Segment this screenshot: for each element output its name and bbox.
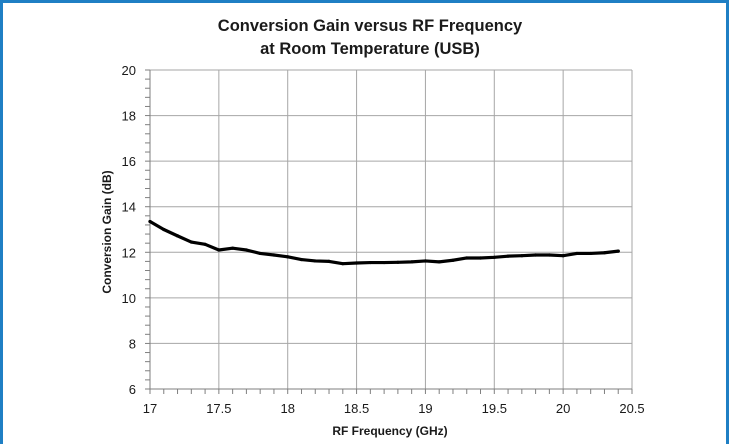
- x-axis-label: RF Frequency (GHz): [332, 424, 447, 438]
- y-tick-label: 8: [129, 336, 136, 351]
- y-tick-label: 18: [122, 109, 136, 124]
- y-tick-label: 6: [129, 382, 136, 397]
- plot-area: [148, 219, 620, 266]
- data-point: [602, 251, 607, 255]
- data-point: [589, 251, 593, 256]
- x-tick-label: 18.5: [344, 401, 369, 416]
- data-point: [520, 254, 524, 258]
- x-tick-label: 17.5: [206, 401, 231, 416]
- data-point: [231, 246, 235, 250]
- y-tick-label: 20: [122, 63, 136, 78]
- data-point: [313, 259, 317, 263]
- data-point: [616, 249, 620, 253]
- data-point: [561, 254, 565, 258]
- y-tick-label: 16: [122, 154, 136, 169]
- y-tick-label: 14: [122, 200, 136, 215]
- data-point: [423, 259, 428, 263]
- series-line: [148, 219, 620, 266]
- data-point: [299, 257, 304, 262]
- data-point: [189, 240, 193, 244]
- data-point: [258, 251, 262, 256]
- data-point: [244, 248, 248, 252]
- chart-svg: Conversion Gain versus RF Frequency at R…: [100, 17, 645, 438]
- chart-title-line-2: at Room Temperature (USB): [260, 40, 480, 58]
- data-point: [272, 253, 276, 257]
- data-point: [382, 260, 386, 265]
- x-tick-label: 17: [143, 401, 157, 416]
- grid: [150, 69, 633, 389]
- axes: [145, 69, 633, 394]
- x-tick-label: 19: [418, 401, 432, 416]
- data-point: [327, 259, 331, 263]
- data-point: [465, 256, 469, 260]
- data-point: [492, 255, 496, 259]
- y-tick-labels: 6 8 10 12 14 16 18 20: [122, 63, 136, 397]
- x-tick-labels: 17 17.5 18 18.5 19 19.5 20 20.5: [143, 401, 645, 416]
- data-point: [575, 251, 579, 256]
- data-point: [286, 255, 290, 259]
- data-point: [534, 253, 538, 257]
- data-point: [451, 258, 455, 262]
- data-point: [162, 227, 166, 232]
- data-point: [437, 260, 441, 264]
- data-point: [175, 234, 180, 238]
- data-point: [203, 242, 207, 246]
- y-tick-label: 12: [122, 245, 136, 260]
- x-tick-label: 18: [280, 401, 294, 416]
- y-tick-label: 10: [122, 291, 136, 306]
- data-point: [410, 260, 414, 264]
- data-point: [148, 219, 152, 224]
- data-point: [341, 262, 345, 266]
- x-tick-label: 20.5: [619, 401, 644, 416]
- data-point: [478, 256, 483, 260]
- chart-title-line-1: Conversion Gain versus RF Frequency: [218, 17, 523, 35]
- data-point: [217, 248, 221, 252]
- data-point: [547, 253, 551, 257]
- data-point: [506, 254, 510, 258]
- x-tick-label: 19.5: [482, 401, 507, 416]
- y-axis-label: Conversion Gain (dB): [100, 170, 114, 293]
- data-point: [368, 260, 372, 265]
- x-tick-label: 20: [556, 401, 570, 416]
- data-point: [354, 261, 359, 265]
- data-point: [396, 260, 400, 264]
